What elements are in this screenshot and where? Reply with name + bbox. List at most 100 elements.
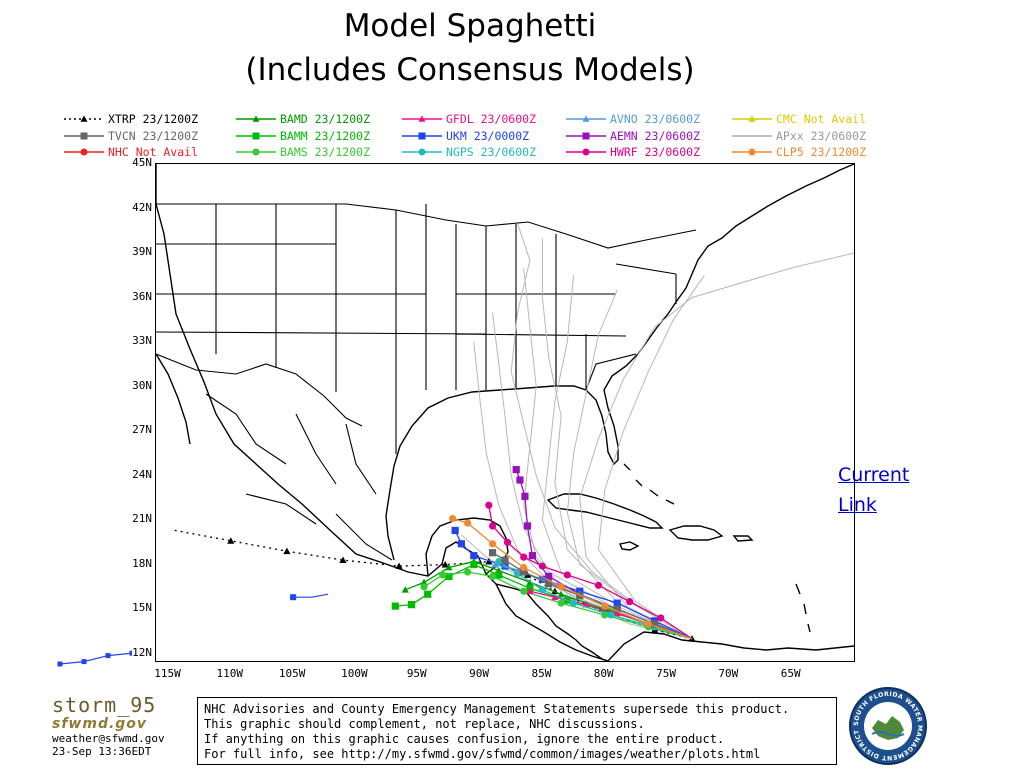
- track-marker: [424, 590, 432, 598]
- title-line-1: Model Spaghetti: [343, 8, 597, 44]
- contact-email: weather@sfwmd.gov: [52, 732, 165, 745]
- legend-label: BAMS 23/1200Z: [280, 145, 371, 159]
- track-marker: [644, 620, 652, 628]
- track-marker: [557, 583, 565, 591]
- track-marker: [520, 563, 528, 572]
- west-track-marker: [57, 661, 63, 667]
- track-map: [156, 164, 854, 661]
- longitude-tick-label: 110W: [216, 667, 244, 680]
- track-marker: [495, 571, 503, 579]
- consensus-tracks-layer: [461, 223, 854, 640]
- logo-title: storm_95: [52, 693, 157, 717]
- track-marker: [521, 492, 529, 500]
- track-marker: [470, 552, 478, 560]
- track-marker: [501, 556, 509, 564]
- legend-swatch: [566, 132, 606, 139]
- track-marker: [528, 552, 537, 560]
- cuba-coast: [546, 493, 664, 529]
- track-marker: [545, 572, 553, 581]
- gulf-coast: [385, 164, 854, 561]
- track-marker: [557, 599, 565, 607]
- legend-swatch: [64, 148, 104, 156]
- legend-label: XTRP 23/1200Z: [108, 112, 199, 126]
- model-track-hwrf: [485, 501, 693, 640]
- track-marker: [495, 558, 503, 566]
- logo-subtitle: sfwmd.gov: [52, 716, 148, 732]
- track-marker: [545, 580, 553, 588]
- slide-title: Model Spaghetti (Includes Consensus Mode…: [0, 4, 940, 92]
- map-panel: [155, 163, 855, 662]
- latitude-tick-label: 24N: [132, 467, 152, 481]
- consensus-track: [541, 238, 693, 640]
- us-mexico-border: [156, 353, 363, 427]
- south-america-coast: [607, 631, 854, 661]
- track-marker: [420, 583, 428, 591]
- track-marker: [607, 611, 615, 619]
- track-marker: [613, 609, 621, 617]
- state-lines-3: [515, 263, 677, 391]
- latitude-tick-label: 42N: [132, 200, 152, 214]
- legend-swatch: [402, 132, 442, 139]
- track-marker: [526, 587, 534, 595]
- disclaimer-line: NHC Advisories and County Emergency Mana…: [204, 702, 790, 716]
- track-marker: [613, 605, 621, 613]
- legend-swatch: [732, 115, 772, 122]
- legend-swatch: [64, 115, 104, 122]
- latitude-tick-label: 30N: [132, 378, 152, 392]
- latitude-tick-label: 45N: [132, 156, 152, 169]
- track-marker: [488, 522, 497, 530]
- consensus-track: [597, 275, 705, 640]
- track-marker: [420, 578, 428, 586]
- short-track-line: [293, 593, 329, 598]
- track-marker: [551, 593, 559, 601]
- legend-label: NGPS 23/0600Z: [446, 145, 537, 159]
- track-marker: [557, 590, 565, 598]
- latitude-tick-label: 33N: [132, 334, 152, 348]
- latitude-tick-label: 12N: [132, 645, 152, 659]
- model-legend: XTRP 23/1200Z BAMD 23/1200Z GFDL 23/0600Z A…: [62, 111, 902, 161]
- legend-label: APxx 23/0600Z: [776, 128, 867, 143]
- legend-label: UKM 23/0000Z: [446, 128, 530, 143]
- current-link[interactable]: Current Link: [838, 464, 910, 516]
- track-marker: [594, 581, 603, 589]
- track-marker: [516, 476, 524, 484]
- legend-swatch: [236, 148, 276, 156]
- legend-label: GFDL 23/0600Z: [446, 112, 537, 126]
- latitude-tick-label: 39N: [132, 245, 152, 258]
- lesser-antilles-coast: [795, 583, 811, 633]
- track-marker: [391, 602, 399, 610]
- disclaimer-line: This graphic should complement, not repl…: [204, 717, 645, 731]
- track-marker: [227, 537, 235, 544]
- title-line-2: (Includes Consensus Models): [245, 52, 695, 88]
- state-lines-1: [156, 204, 487, 454]
- track-marker: [401, 586, 409, 593]
- track-marker: [512, 466, 520, 474]
- timestamp: 23-Sep 13:36EDT: [52, 745, 152, 758]
- disclaimer-box: NHC Advisories and County Emergency Mana…: [197, 697, 837, 765]
- track-marker: [520, 553, 528, 561]
- jamaica-coast: [619, 541, 640, 551]
- model-track-xtrp: [174, 529, 696, 642]
- longitude-tick-label: 85W: [531, 667, 552, 680]
- track-marker: [650, 620, 659, 628]
- track-marker: [283, 547, 291, 555]
- track-marker: [451, 526, 459, 535]
- west-track-line: [59, 652, 132, 665]
- track-marker: [657, 614, 665, 622]
- track-marker: [613, 599, 621, 607]
- track-marker: [449, 514, 457, 523]
- legend-swatch: [402, 115, 442, 122]
- track-line: [452, 517, 693, 640]
- mexico-states: [205, 393, 393, 561]
- legend-label: NHC Not Avail: [108, 145, 199, 159]
- legend-swatch: [732, 148, 772, 156]
- track-marker: [488, 572, 497, 581]
- track-marker: [503, 538, 512, 546]
- legend-swatch: [236, 132, 276, 139]
- district-seal: SOUTH FLORIDA WATER MANAGEMENT DISTRICT: [849, 687, 927, 765]
- latitude-tick-label: 18N: [132, 556, 152, 570]
- track-marker: [441, 560, 449, 568]
- longitude-tick-label: 105W: [278, 667, 306, 680]
- consensus-track: [566, 289, 693, 640]
- track-marker: [520, 568, 528, 576]
